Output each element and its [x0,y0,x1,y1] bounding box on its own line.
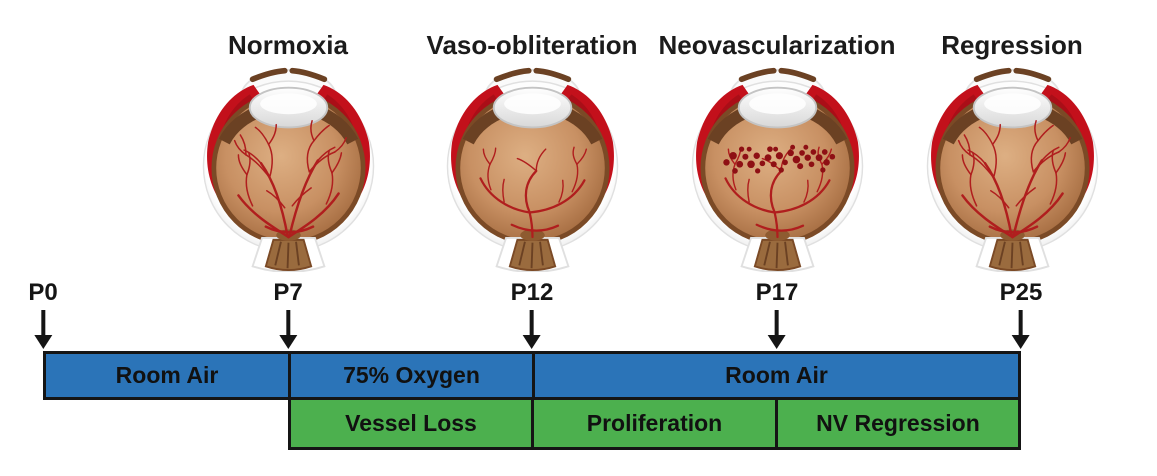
stage-label: Regression [941,30,1083,60]
exposure-segment-room-air: Room Air [46,354,288,397]
timeline-marker-label: P0 [28,279,58,306]
stage-normoxia: Normoxia [158,28,418,272]
stage-neovascularization: Neovascularization [647,28,907,272]
arrow-head-icon [1011,335,1030,349]
stage-regression: Regression [882,28,1142,272]
arrow-down-icon [1018,310,1023,335]
stage-label: Vaso-obliteration [426,30,638,60]
timeline-marker-P7: P7 [273,279,303,349]
stage-vaso-obliteration: Vaso-obliteration [402,28,662,272]
arrow-down-icon [40,310,45,335]
timeline-marker-P0: P0 [28,279,58,349]
arrow-down-icon [774,310,779,335]
arrow-head-icon [522,335,541,349]
timeline-marker-label: P7 [273,279,303,306]
stage-label: Normoxia [228,30,348,60]
phase-segment-proliferation: Proliferation [531,400,775,447]
arrow-head-icon [278,335,297,349]
exposure-bar: Room Air 75% Oxygen Room Air [43,351,1021,400]
timeline-marker-label: P25 [999,279,1043,306]
phase-segment-nv-regression: NV Regression [774,400,1018,447]
arrow-head-icon [33,335,52,349]
timeline-marker-P25: P25 [999,279,1043,349]
arrow-down-icon [529,310,534,335]
phase-segment-vessel-loss: Vessel Loss [291,400,531,447]
timeline-marker-P17: P17 [755,279,799,349]
timeline-marker-label: P17 [755,279,799,306]
arrow-down-icon [285,310,290,335]
phase-bar: Vessel Loss Proliferation NV Regression [288,397,1021,450]
timeline-marker-P12: P12 [510,279,554,349]
exposure-segment-75-oxygen: 75% Oxygen [288,354,532,397]
timeline-marker-label: P12 [510,279,554,306]
stage-label: Neovascularization [658,30,896,60]
exposure-segment-room-air: Room Air [532,354,1018,397]
arrow-head-icon [767,335,786,349]
